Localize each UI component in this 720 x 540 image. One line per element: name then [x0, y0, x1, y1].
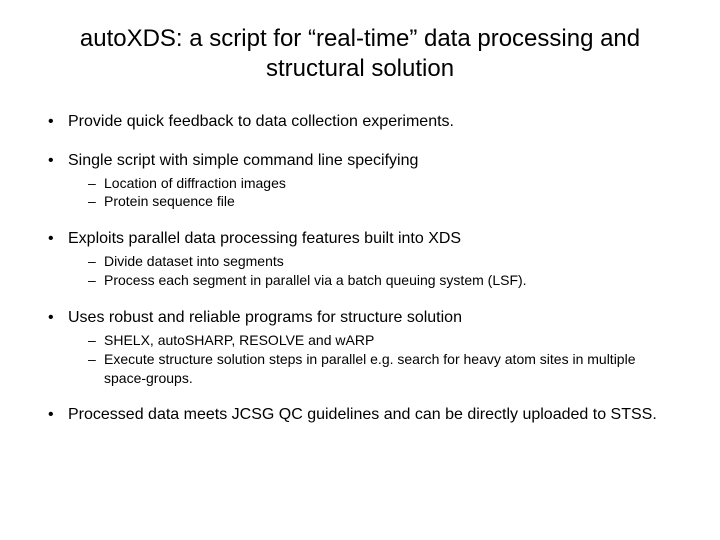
bullet-item: Processed data meets JCSG QC guidelines … [48, 405, 672, 426]
sub-item: Process each segment in parallel via a b… [88, 271, 672, 290]
bullet-item: Uses robust and reliable programs for st… [48, 308, 672, 387]
sub-item: SHELX, autoSHARP, RESOLVE and wARP [88, 331, 672, 350]
slide: autoXDS: a script for “real-time” data p… [0, 0, 720, 540]
bullet-item: Provide quick feedback to data collectio… [48, 112, 672, 133]
sub-item: Protein sequence file [88, 192, 672, 211]
bullet-text: Processed data meets JCSG QC guidelines … [68, 406, 657, 423]
sub-list: SHELX, autoSHARP, RESOLVE and wARP Execu… [88, 331, 672, 388]
sub-list: Divide dataset into segments Process eac… [88, 252, 672, 290]
sub-item: Location of diffraction images [88, 174, 672, 193]
bullet-text: Provide quick feedback to data collectio… [68, 113, 454, 130]
slide-title: autoXDS: a script for “real-time” data p… [48, 24, 672, 84]
sub-item: Divide dataset into segments [88, 252, 672, 271]
sub-list: Location of diffraction images Protein s… [88, 174, 672, 212]
bullet-list: Provide quick feedback to data collectio… [48, 112, 672, 426]
bullet-text: Exploits parallel data processing featur… [68, 230, 461, 247]
bullet-item: Exploits parallel data processing featur… [48, 229, 672, 290]
bullet-text: Uses robust and reliable programs for st… [68, 309, 462, 326]
sub-item: Execute structure solution steps in para… [88, 350, 672, 388]
bullet-item: Single script with simple command line s… [48, 151, 672, 212]
bullet-text: Single script with simple command line s… [68, 152, 418, 169]
